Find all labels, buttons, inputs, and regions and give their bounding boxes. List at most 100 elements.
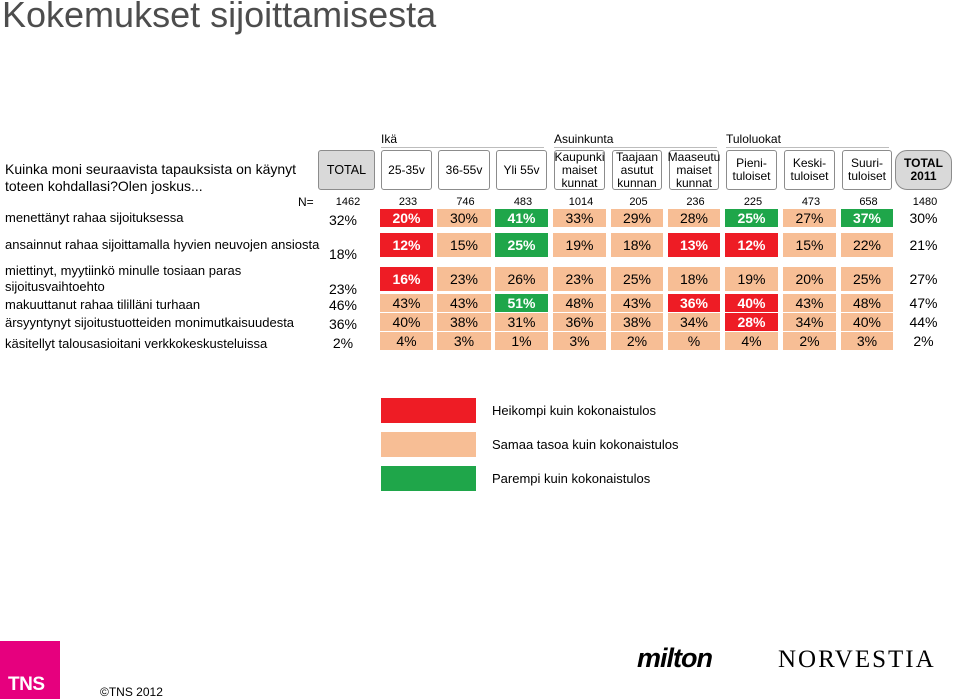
data-cell: %	[668, 332, 720, 350]
sample-size: 483	[513, 196, 533, 208]
sample-size: 1480	[912, 196, 938, 208]
row-total-value: 32%	[328, 212, 358, 228]
data-cell: 19%	[725, 267, 778, 291]
legend-label: Heikompi kuin kokonaistulos	[492, 403, 657, 418]
data-cell: 2%	[611, 332, 663, 350]
column-header: Maaseutu maiset kunnat	[667, 149, 721, 190]
row-label: ärsyyntynyt sijoitustuotteiden monimutka…	[5, 315, 295, 330]
row-label: käsitellyt talousasioitani verkkokeskust…	[5, 336, 268, 351]
data-cell: 19%	[553, 233, 606, 257]
data-cell: 18%	[611, 233, 663, 257]
data-cell: 25%	[841, 267, 893, 291]
data-cell: 43%	[437, 294, 491, 312]
sample-size: 236	[686, 196, 705, 208]
data-cell: 34%	[783, 313, 836, 331]
data-cell: 12%	[380, 233, 433, 257]
sample-size: 658	[859, 196, 878, 208]
data-cell: 28%	[725, 313, 778, 331]
column-header: Keski- tuloiset	[784, 150, 835, 190]
data-cell: 30%	[437, 209, 491, 227]
data-cell: 31%	[495, 313, 548, 331]
column-header: 36-55v	[438, 150, 490, 190]
n-label: N=	[298, 195, 314, 209]
data-cell: 25%	[611, 267, 663, 291]
sample-size: 233	[398, 196, 418, 208]
group-line-income	[726, 147, 889, 148]
sample-size: 1014	[568, 196, 594, 208]
data-cell: 16%	[380, 267, 433, 291]
data-cell: 22%	[841, 233, 893, 257]
data-cell: 26%	[495, 267, 548, 291]
data-cell: 23%	[437, 267, 491, 291]
data-cell: 29%	[611, 209, 663, 227]
data-cell: 37%	[841, 209, 893, 227]
data-cell: 48%	[841, 294, 893, 312]
row-label: ansainnut rahaa sijoittamalla hyvien neu…	[5, 237, 320, 252]
data-cell: 48%	[553, 294, 606, 312]
data-cell: 27%	[783, 209, 836, 227]
data-cell: 18%	[668, 267, 720, 291]
data-cell: 20%	[783, 267, 836, 291]
copyright-text: ©TNS 2012	[100, 685, 163, 699]
data-cell: 40%	[725, 294, 778, 312]
sample-size: 205	[629, 196, 648, 208]
data-cell: 30%	[909, 210, 938, 226]
sample-size: 225	[743, 196, 763, 208]
row-label: makuuttanut rahaa tililläni turhaan	[5, 297, 201, 312]
data-cell: 21%	[909, 237, 938, 253]
column-header: Suuri- tuloiset	[842, 150, 892, 190]
question-text: Kuinka moni seuraavista tapauksista on k…	[5, 161, 297, 194]
column-header: Kaupunki maiset kunnat	[554, 149, 605, 190]
data-cell: 34%	[668, 313, 720, 331]
legend-swatch	[381, 466, 476, 491]
row-total-value: 36%	[328, 316, 358, 332]
milton-logo: milton	[637, 643, 713, 673]
sample-size: 746	[456, 196, 475, 208]
data-cell: 38%	[611, 313, 663, 331]
row-label: miettinyt, myytiinkö minulle tosiaan par…	[5, 263, 242, 294]
data-cell: 3%	[841, 332, 893, 350]
data-cell: 25%	[725, 209, 778, 227]
column-header: Taajaan asutut kunnan	[612, 150, 662, 190]
row-label: menettänyt rahaa sijoituksessa	[5, 210, 184, 225]
legend-label: Samaa tasoa kuin kokonaistulos	[492, 437, 679, 452]
column-header: 25-35v	[381, 150, 432, 190]
column-header: Yli 55v	[496, 150, 547, 190]
data-cell: 3%	[437, 332, 491, 350]
data-cell: 43%	[783, 294, 836, 312]
norvestia-logo: NORVESTIA	[778, 646, 936, 673]
data-cell: 23%	[553, 267, 606, 291]
data-cell: 33%	[553, 209, 606, 227]
tns-logo: TNS	[0, 641, 60, 699]
group-label-income: Tuloluokat	[726, 132, 781, 146]
group-line-municipality	[554, 147, 717, 148]
column-header: TOTAL	[318, 150, 375, 190]
data-cell: 3%	[553, 332, 606, 350]
page-title: Kokemukset sijoittamisesta	[2, 0, 437, 35]
sample-size: 1462	[335, 196, 361, 208]
row-total-value: 23%	[328, 281, 358, 297]
data-cell: 15%	[437, 233, 491, 257]
data-cell: 36%	[668, 294, 720, 312]
data-cell: 40%	[841, 313, 893, 331]
data-cell: 47%	[909, 295, 938, 311]
data-cell: 15%	[783, 233, 836, 257]
data-cell: 40%	[380, 313, 433, 331]
data-cell: 1%	[495, 332, 548, 350]
data-cell: 4%	[725, 332, 778, 350]
data-cell: 51%	[495, 294, 548, 312]
legend-label: Parempi kuin kokonaistulos	[492, 471, 651, 486]
data-cell: 28%	[668, 209, 720, 227]
data-cell: 36%	[553, 313, 606, 331]
data-cell: 44%	[909, 314, 938, 330]
data-cell: 38%	[437, 313, 491, 331]
data-cell: 2%	[913, 333, 934, 349]
data-cell: 41%	[495, 209, 548, 227]
data-cell: 25%	[495, 233, 548, 257]
column-header: TOTAL 2011	[895, 150, 952, 190]
data-cell: 27%	[909, 271, 938, 287]
sample-size: 473	[801, 196, 821, 208]
legend-swatch	[381, 398, 476, 423]
row-total-value: 18%	[328, 246, 358, 262]
group-label-age: Ikä	[381, 132, 398, 146]
